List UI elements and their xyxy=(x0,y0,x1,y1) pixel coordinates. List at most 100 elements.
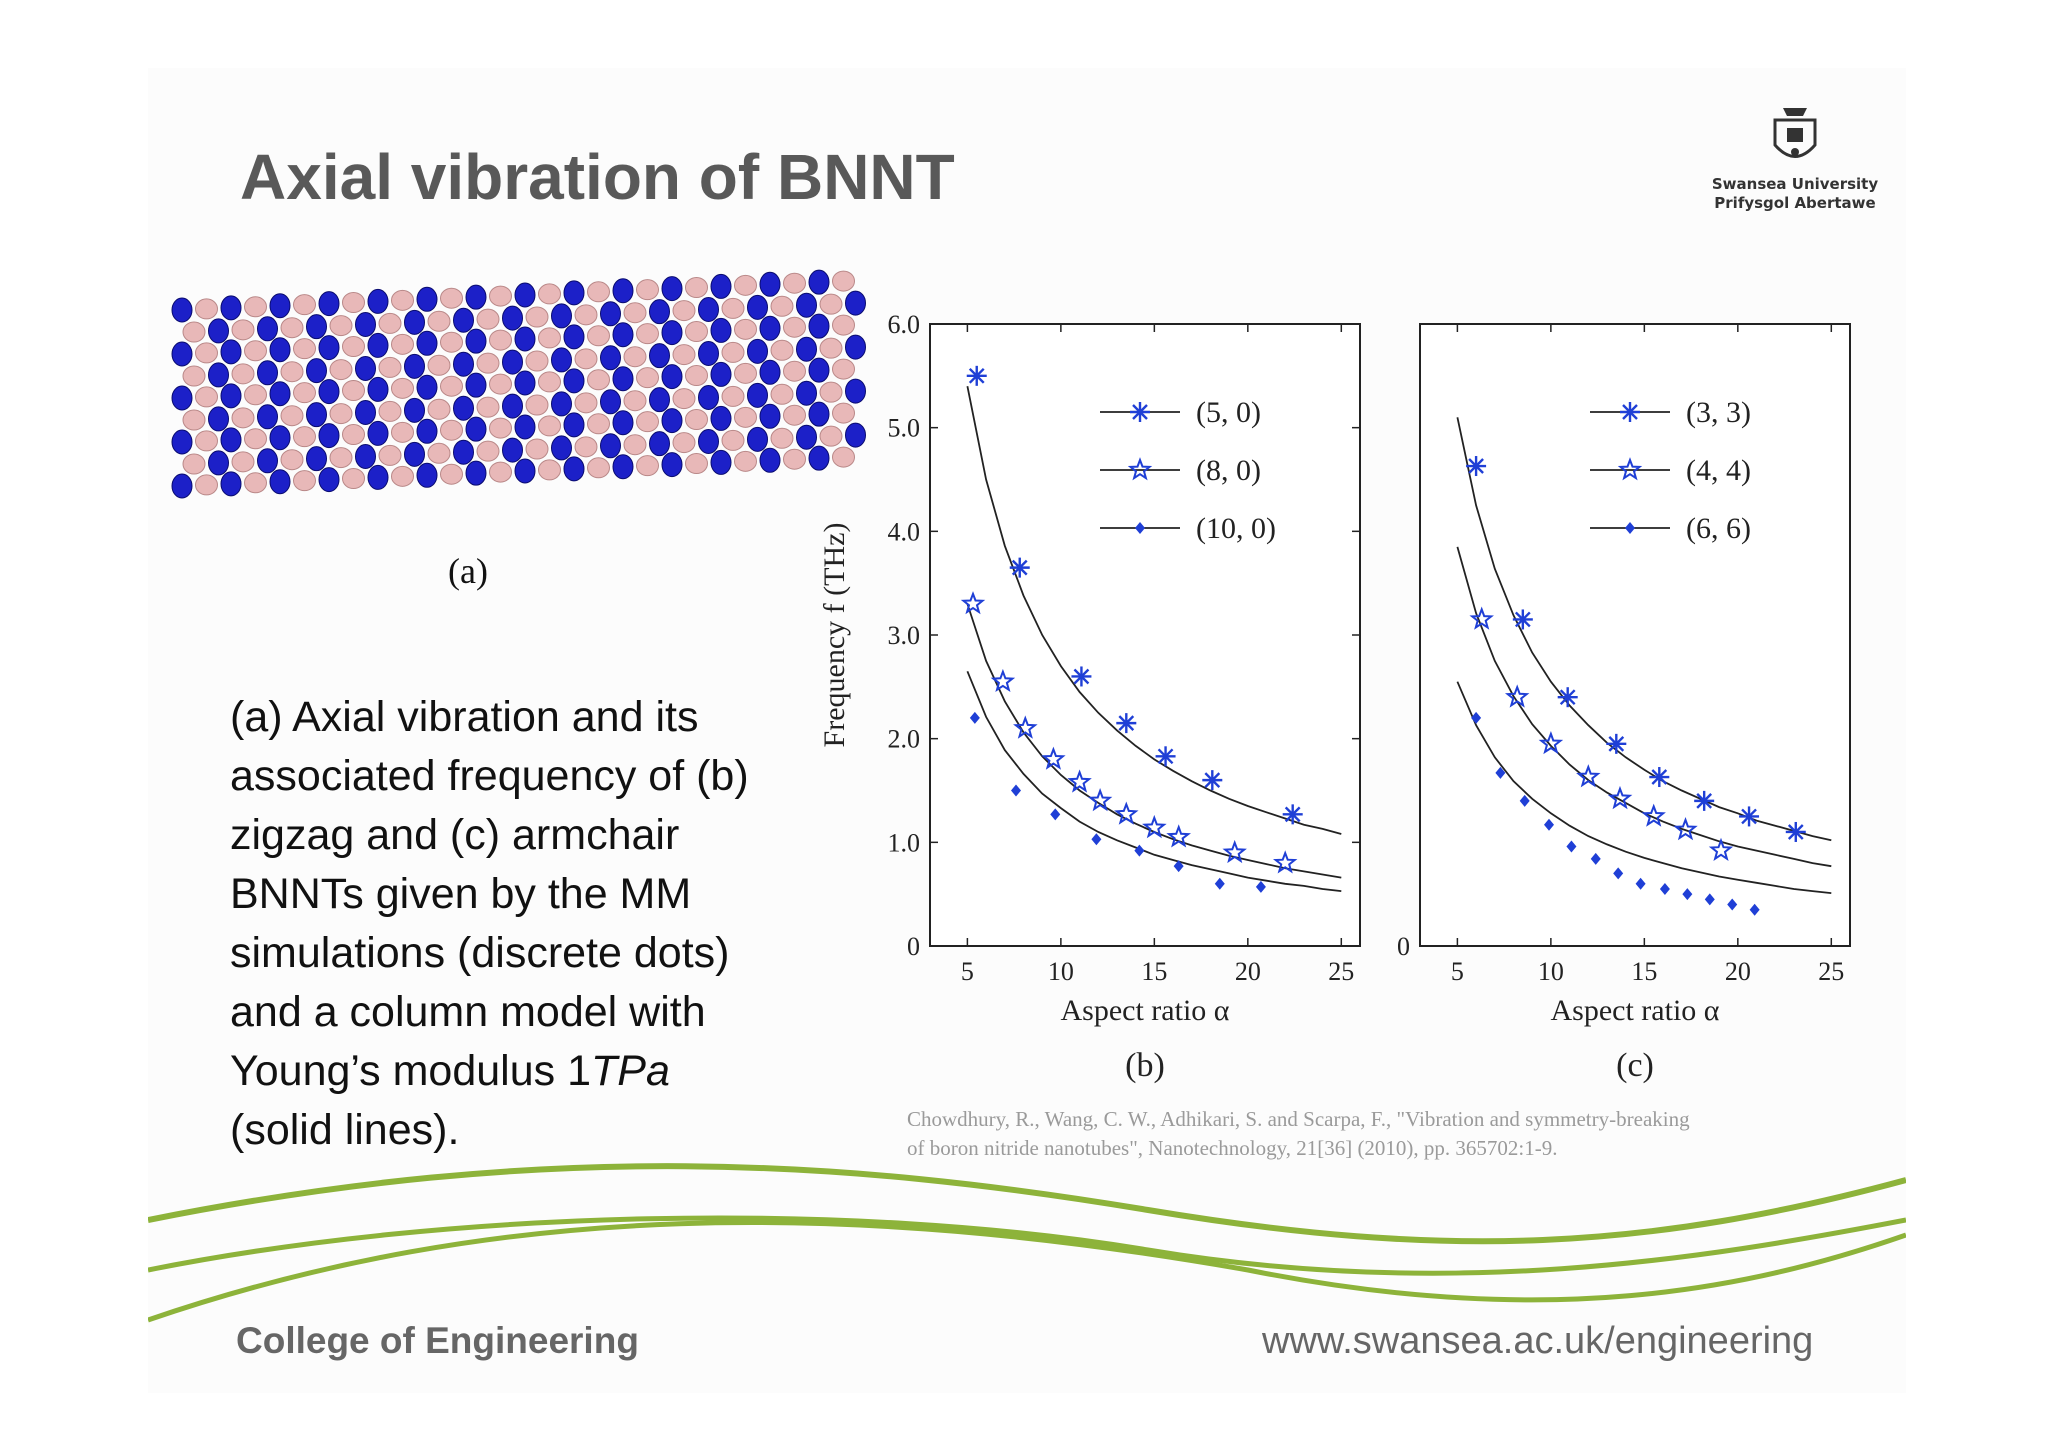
nitrogen-atom xyxy=(649,299,670,325)
data-point xyxy=(1673,817,1698,841)
nitrogen-atom xyxy=(416,374,438,400)
nitrogen-atom xyxy=(612,278,634,304)
nitrogen-atom xyxy=(563,280,585,306)
boron-atom xyxy=(574,348,598,370)
boron-atom xyxy=(623,434,647,456)
boron-atom xyxy=(525,438,549,460)
nitrogen-atom xyxy=(318,291,340,317)
boron-atom xyxy=(391,289,414,311)
boron-atom xyxy=(672,300,696,322)
boron-atom xyxy=(342,468,365,489)
boron-atom xyxy=(819,337,843,359)
boron-atom xyxy=(832,270,855,292)
citation-line: Chowdhury, R., Wang, C. W., Adhikari, S.… xyxy=(907,1107,1690,1131)
boron-atom xyxy=(427,442,451,464)
nitrogen-atom xyxy=(661,452,683,478)
legend-marker xyxy=(1127,457,1153,481)
data-point xyxy=(1134,844,1145,857)
nitrogen-atom xyxy=(257,448,278,474)
boron-atom xyxy=(538,371,561,393)
nitrogen-atom xyxy=(502,305,523,331)
boron-atom xyxy=(574,436,598,458)
data-point xyxy=(1116,713,1137,734)
nitrogen-atom xyxy=(269,425,291,451)
nitrogen-atom xyxy=(649,343,670,369)
boron-atom xyxy=(770,339,794,361)
boron-atom xyxy=(587,369,610,391)
nitrogen-atom xyxy=(759,359,781,385)
boron-atom xyxy=(391,333,414,355)
boron-atom xyxy=(244,472,267,494)
data-point xyxy=(1512,609,1533,630)
data-point xyxy=(960,591,986,615)
nitrogen-atom xyxy=(465,284,487,310)
boron-atom xyxy=(783,360,806,382)
boron-atom xyxy=(721,341,745,363)
boron-atom xyxy=(244,428,267,450)
nitrogen-atom xyxy=(514,458,536,484)
boron-atom xyxy=(293,382,316,404)
boron-atom xyxy=(587,457,610,479)
plot-frame xyxy=(1419,323,1851,947)
nitrogen-atom xyxy=(514,282,536,308)
boron-atom xyxy=(587,281,610,303)
boron-atom xyxy=(734,406,757,428)
description-line: associated frequency of (b) xyxy=(230,752,749,800)
boron-atom xyxy=(525,306,549,328)
nitrogen-atom xyxy=(355,356,376,381)
boron-atom xyxy=(440,419,463,441)
boron-atom xyxy=(819,425,843,447)
data-point xyxy=(966,365,987,386)
nitrogen-atom xyxy=(171,429,193,455)
nitrogen-atom xyxy=(698,429,719,454)
boron-atom xyxy=(636,411,659,433)
boron-atom xyxy=(721,429,745,451)
data-point xyxy=(1557,687,1578,708)
data-point xyxy=(1041,746,1066,770)
legend-entry: (5, 0) xyxy=(1196,396,1261,429)
data-point xyxy=(1173,860,1184,873)
nitrogen-atom xyxy=(759,447,781,473)
nitrogen-atom xyxy=(257,316,278,342)
boron-atom xyxy=(721,297,745,319)
nitrogen-atom xyxy=(845,422,866,448)
boron-atom xyxy=(195,430,218,452)
figure-a-label: (a) xyxy=(448,551,488,591)
nitrogen-atom xyxy=(710,361,732,387)
boron-atom xyxy=(329,403,353,425)
nitrogen-atom xyxy=(502,393,523,419)
data-point xyxy=(1708,837,1734,862)
decorative-waves xyxy=(148,1163,1906,1323)
legend-entry: (8, 0) xyxy=(1196,454,1261,487)
boron-atom xyxy=(538,327,561,349)
wave-line xyxy=(148,1215,1906,1276)
data-point xyxy=(1704,893,1715,906)
description-line: zigzag and (c) armchair xyxy=(230,811,680,859)
description-unit: TPa xyxy=(591,1047,670,1095)
boron-atom xyxy=(819,381,843,403)
boron-atom xyxy=(293,470,316,492)
nitrogen-atom xyxy=(514,326,536,352)
data-point xyxy=(969,711,980,724)
boron-atom xyxy=(195,386,218,408)
boron-atom xyxy=(489,329,512,351)
plot-frame xyxy=(929,323,1361,947)
page-title: Axial vibration of BNNT xyxy=(240,141,955,213)
wave-line xyxy=(148,1163,1906,1245)
boron-atom xyxy=(476,308,500,330)
data-point xyxy=(1727,898,1738,911)
nitrogen-atom xyxy=(171,385,193,411)
boron-atom xyxy=(685,409,708,430)
data-point xyxy=(1749,903,1760,916)
boron-atom xyxy=(783,272,806,294)
data-point xyxy=(1504,684,1530,708)
data-point xyxy=(1142,814,1167,839)
boron-atom xyxy=(231,319,255,341)
boron-atom xyxy=(623,302,647,324)
x-tick-label: 15 xyxy=(1631,957,1657,986)
boron-atom xyxy=(427,398,451,420)
boron-atom xyxy=(489,285,512,307)
nitrogen-atom xyxy=(796,380,817,406)
y-axis-label: Frequency f (THz) xyxy=(820,523,851,748)
nitrogen-atom xyxy=(612,454,634,480)
